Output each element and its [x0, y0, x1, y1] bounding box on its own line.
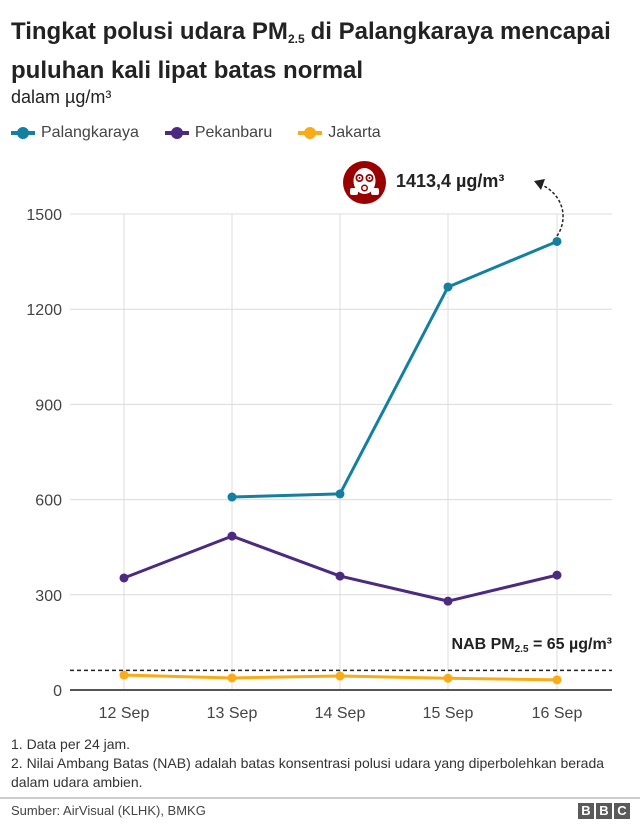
y-tick-label: 600 — [35, 493, 62, 510]
title-subscript: 2.5 — [287, 32, 305, 46]
legend-item-palangkaraya: Palangkaraya — [11, 124, 139, 142]
y-tick-label: 0 — [53, 683, 62, 700]
peak-value-annotation: 1413,4 µg/m³ — [396, 171, 505, 191]
legend-swatch-icon — [298, 127, 323, 139]
logo-letter: B — [596, 803, 612, 819]
chart-subtitle: dalam µg/m³ — [11, 87, 112, 107]
legend-label: Jakarta — [328, 124, 381, 141]
x-tick-label: 15 Sep — [423, 705, 474, 722]
data-point — [552, 675, 562, 685]
footnotes: 1. Data per 24 jam. 2. Nilai Ambang Bata… — [11, 735, 611, 792]
legend-label: Palangkaraya — [41, 124, 139, 141]
data-point — [227, 531, 237, 541]
y-tick-label: 900 — [35, 397, 62, 414]
x-tick-label: 12 Sep — [99, 705, 150, 722]
gas-mask-icon — [343, 161, 386, 204]
footnote-2: 2. Nilai Ambang Batas (NAB) adalah batas… — [11, 755, 605, 790]
nab-subscript: 2.5 — [514, 644, 529, 655]
nab-suffix: = 65 µg/m³ — [528, 636, 612, 653]
chart-title: Tingkat polusi udara PM2.5 di Palangkaray… — [11, 16, 631, 86]
data-point — [227, 492, 237, 502]
logo-letter: C — [614, 803, 630, 819]
x-tick-label: 14 Sep — [315, 705, 366, 722]
logo-letter: B — [578, 803, 594, 819]
data-point — [552, 570, 562, 580]
title-text-2: di Palangkaraya mencapai puluhan kali li… — [11, 18, 611, 84]
data-point — [443, 596, 453, 606]
data-point — [335, 671, 345, 681]
data-point — [552, 236, 562, 246]
data-point — [335, 489, 345, 499]
y-tick-label: 300 — [35, 588, 62, 605]
bbc-logo: B B C — [578, 803, 630, 819]
annotation-arrow — [539, 183, 564, 237]
legend-swatch-icon — [11, 127, 35, 139]
y-tick-label: 1500 — [26, 207, 62, 224]
legend-label: Pekanbaru — [194, 124, 273, 141]
y-tick-label: 1200 — [26, 302, 62, 319]
series-line-palangkaraya — [231, 240, 558, 499]
line-chart: 0 300 600 900 1200 1500 12 Sep 13 Sep 14 Sep 15 S… — [26, 179, 612, 722]
footnote-1: 1. Data per 24 jam. — [11, 736, 131, 752]
data-point — [119, 670, 129, 680]
legend-swatch-icon — [164, 127, 189, 139]
title-text-1: Tingkat polusi udara PM — [11, 18, 288, 45]
nab-prefix: NAB PM — [451, 636, 515, 653]
arrow-head-icon — [534, 179, 545, 190]
footer-divider — [0, 797, 640, 799]
nab-threshold-label: NAB PM2.5 = 65 µg/m³ — [452, 636, 612, 655]
source-text: Sumber: AirVisual (KLHK), BMKG — [11, 803, 206, 818]
legend-item-jakarta: Jakarta — [298, 124, 381, 142]
legend: Palangkaraya Pekanbaru Jakarta — [11, 124, 381, 142]
legend-item-pekanbaru: Pekanbaru — [164, 124, 273, 142]
data-point — [119, 573, 129, 583]
data-point — [335, 571, 345, 581]
x-tick-label: 16 Sep — [532, 705, 583, 722]
x-tick-label: 13 Sep — [207, 705, 258, 722]
data-point — [443, 282, 453, 292]
data-point — [227, 673, 237, 683]
data-point — [443, 673, 453, 683]
